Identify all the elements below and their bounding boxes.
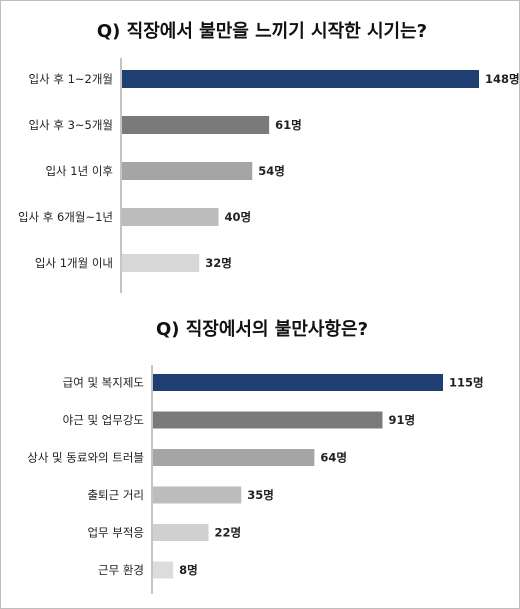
chart-1-bar [122,162,253,180]
chart-1-title: Q) 직장에서 불만을 느끼기 시작한 시기는? [97,21,427,42]
chart-2-value-label: 64명 [320,451,347,465]
chart-2-category-label: 야근 및 업무강도 [63,413,144,427]
chart-2-bar [153,524,209,541]
chart-2-bar [153,411,383,429]
chart-2-value-label: 115명 [449,376,484,390]
chart-1-value-label: 61명 [275,118,302,132]
chart-2-bar [153,486,242,504]
chart-2-category-label: 근무 환경 [98,563,144,577]
chart-1-bar [122,70,479,88]
chart-1-value-label: 54명 [258,164,285,178]
chart-2-bar [153,449,315,466]
chart-1-bar [122,208,219,226]
chart-2-category-label: 상사 및 동료와의 트러블 [27,451,144,465]
chart-1-value-label: 148명 [485,72,520,86]
chart-1-category-label: 입사 1개월 이내 [35,256,113,270]
chart-1-bar [122,116,270,134]
chart-1-bar [122,254,200,272]
chart-1-category-label: 입사 후 6개월~1년 [18,210,113,224]
chart-1-category-label: 입사 후 1~2개월 [29,72,113,86]
chart-1-category-label: 입사 후 3~5개월 [29,118,113,132]
chart-2-title: Q) 직장에서의 불만사항은? [156,319,368,340]
chart-2-bar [153,561,174,579]
chart-2-category-label: 업무 부적응 [87,526,144,540]
chart-2-category-label: 출퇴근 거리 [87,488,144,502]
chart-2-value-label: 35명 [247,488,274,502]
chart-2-category-label: 급여 및 복지제도 [63,376,144,390]
chart-2-value-label: 8명 [179,563,198,577]
chart-1-category-label: 입사 1년 이후 [45,164,113,178]
chart-1-value-label: 40명 [224,210,251,224]
chart-1-value-label: 32명 [205,256,232,270]
chart-2-value-label: 91명 [388,413,415,427]
chart-2-value-label: 22명 [214,526,241,540]
chart-2-bar [153,374,443,391]
